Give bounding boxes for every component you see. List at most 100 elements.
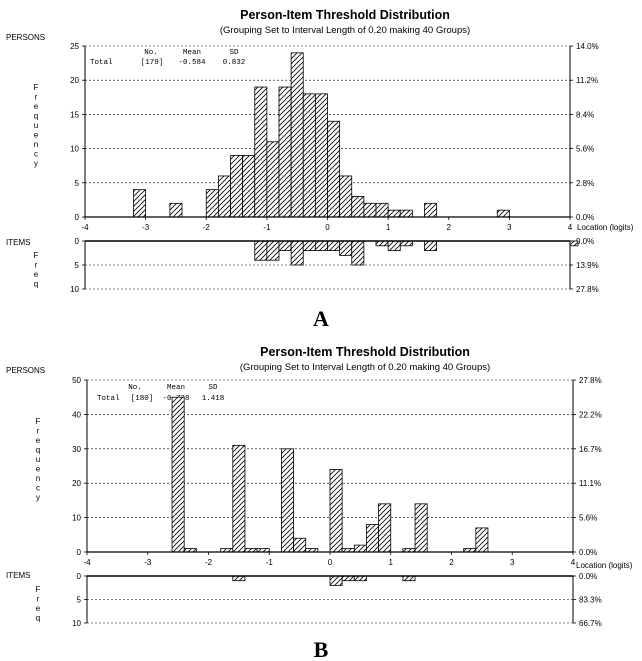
x-tick-label: -3	[142, 223, 150, 232]
y2-tick-label: 83.3%	[579, 596, 602, 605]
ylabel-letter: u	[36, 455, 40, 464]
y2-tick-label: 0.0%	[576, 213, 594, 222]
y-tick-label: 10	[70, 145, 79, 154]
stats-mean: -0.584	[178, 59, 206, 67]
stats-sd: 0.832	[223, 59, 246, 67]
person-bar	[339, 175, 353, 218]
stats-header-sd: SD	[208, 384, 218, 392]
panel-a-items-label: ITEMS	[6, 238, 30, 247]
stats-header-no: No.	[128, 384, 142, 392]
ylabel-letter: e	[36, 436, 41, 445]
person-bar	[351, 196, 365, 218]
x-tick-label: -2	[203, 223, 211, 232]
y2-tick-label: 11.1%	[579, 479, 601, 488]
person-bar	[171, 396, 185, 553]
person-bar	[266, 141, 280, 218]
y2-tick-label: 13.9%	[576, 261, 599, 270]
panel-b-persons-label: PERSONS	[6, 366, 45, 375]
panel-a-persons-plot: 0 0.0%5 2.8%10 5.6%15 8.4%20 11.2%25 14.0%-4 -3…	[70, 42, 599, 232]
person-bar	[302, 93, 316, 218]
stats-header-mean: Mean	[183, 49, 201, 57]
item-bar	[399, 240, 413, 247]
ylabel-letter: y	[36, 493, 40, 502]
item-bar	[424, 240, 438, 251]
panel-b-xlabel: Location (logits)	[576, 561, 633, 570]
ylabel-letter: e	[36, 465, 41, 474]
panel-a-stats: No. Mean SD Total [179] -0.584 0.832	[90, 49, 245, 67]
person-bar	[290, 52, 304, 218]
y-tick-label: 5	[77, 596, 82, 605]
x-tick-label: -3	[144, 558, 152, 567]
y-tick-label: 40	[72, 410, 81, 419]
ylabel-letter: y	[34, 159, 38, 168]
x-tick-label: -4	[83, 558, 91, 567]
ylabel-letter: u	[34, 121, 38, 130]
person-bar	[327, 120, 341, 218]
y2-tick-label: 5.6%	[579, 514, 597, 523]
item-bar	[302, 240, 316, 251]
ylabel-letter: c	[34, 150, 38, 159]
y2-tick-label: 16.7%	[579, 445, 602, 454]
panel-a: Person-Item Threshold Distribution (Grou…	[6, 8, 634, 331]
ylabel-letter: e	[34, 270, 39, 279]
person-bar	[314, 93, 328, 218]
y2-tick-label: 0.0%	[579, 572, 597, 581]
ylabel-letter: q	[36, 614, 40, 623]
person-bar	[353, 544, 367, 553]
x-tick-label: 2	[449, 558, 454, 567]
item-bar	[329, 575, 343, 586]
ylabel-letter: r	[37, 595, 40, 604]
y2-tick-label: 66.7%	[579, 619, 602, 628]
ylabel-letter: q	[34, 112, 38, 121]
y2-tick-label: 27.8%	[579, 376, 602, 385]
stats-header-mean: Mean	[167, 384, 185, 392]
person-bar	[329, 469, 343, 553]
ylabel-letter: r	[35, 261, 38, 270]
person-bar	[378, 503, 392, 553]
x-tick-label: -4	[81, 223, 89, 232]
ylabel-letter: e	[34, 102, 39, 111]
x-tick-label: -1	[263, 223, 271, 232]
y-tick-label: 0	[77, 548, 82, 557]
y-tick-label: 20	[70, 76, 79, 85]
person-bar	[230, 155, 244, 218]
person-bar	[242, 155, 256, 218]
x-tick-label: 1	[389, 558, 394, 567]
item-bar	[254, 240, 268, 261]
y2-tick-label: 22.2%	[579, 410, 602, 419]
y-tick-label: 10	[72, 619, 81, 628]
person-bar	[254, 86, 268, 218]
stats-row-label: Total	[90, 59, 113, 67]
person-bar	[205, 189, 219, 218]
ylabel-letter: q	[34, 280, 38, 289]
stats-n: [180]	[131, 395, 154, 403]
person-bar	[363, 202, 377, 218]
item-bar	[232, 575, 246, 582]
item-bar	[569, 240, 579, 247]
panel-b-items-plot: 0 0.0% 5 83.3% 10 66.7%	[72, 572, 602, 628]
panel-a-xlabel: Location (logits)	[577, 223, 634, 232]
item-bar	[290, 240, 304, 266]
person-bar	[217, 175, 231, 218]
person-bar	[280, 448, 294, 553]
panel-a-items-plot: 0 0.0% 5 13.9% 10 27.8%	[70, 237, 599, 294]
y-tick-label: 0	[75, 237, 80, 246]
person-bar	[169, 202, 183, 218]
panel-b-title: Person-Item Threshold Distribution	[260, 345, 470, 359]
y2-tick-label: 0.0%	[576, 237, 594, 246]
person-bar	[278, 86, 292, 218]
person-bar	[387, 209, 401, 218]
stats-row-label: Total	[97, 395, 120, 403]
item-bar	[387, 240, 401, 251]
item-bar	[266, 240, 280, 261]
person-bar	[496, 209, 510, 218]
x-tick-label: 0	[325, 223, 330, 232]
stats-header-no: No.	[144, 49, 158, 57]
y2-tick-label: 14.0%	[576, 42, 599, 51]
x-tick-label: -2	[205, 558, 213, 567]
x-tick-label: 0	[328, 558, 333, 567]
person-bar	[399, 209, 413, 218]
